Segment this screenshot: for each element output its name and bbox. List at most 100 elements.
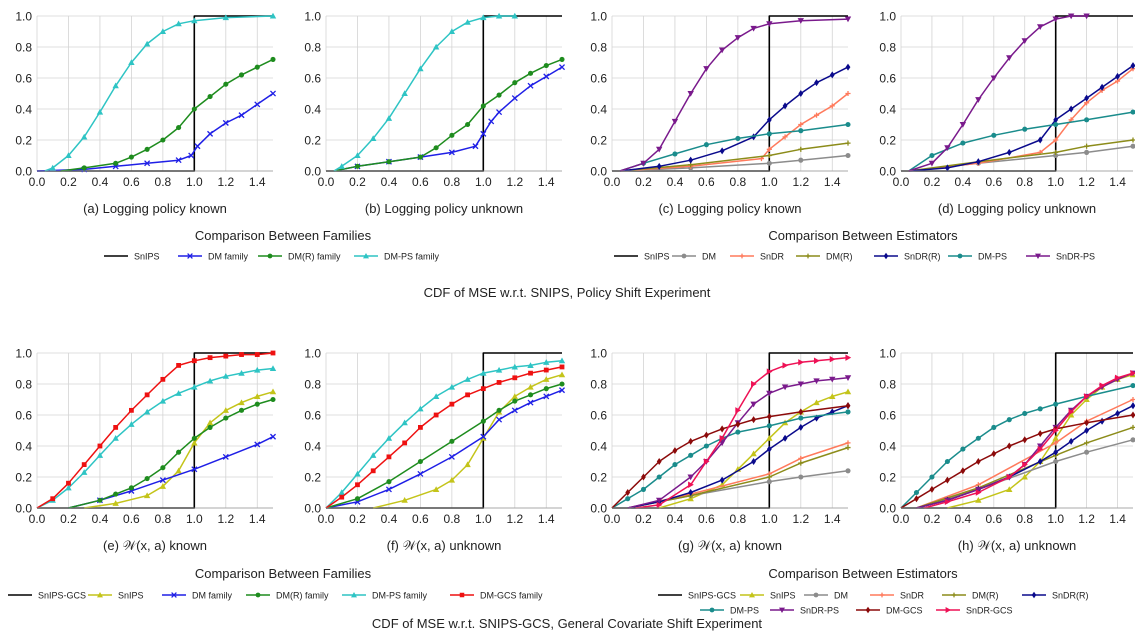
x-tick-label: 0.2 [924,175,941,189]
data-point [270,56,276,62]
data-point [735,429,741,435]
data-point [1053,152,1059,159]
data-point [222,453,229,460]
data-point [913,489,920,496]
data-point [960,467,966,475]
data-point [480,103,486,109]
data-point [1130,109,1135,115]
y-tick-label: 0.0 [304,502,321,516]
data-point [734,35,742,41]
data-point [719,425,725,433]
data-point [798,415,804,421]
panel-caption: (b) Logging policy unknown [365,201,523,216]
y-tick-label: 0.2 [590,134,607,148]
legend-label: DM-PS [978,252,1007,262]
legend-label: SnDR-PS [1056,252,1095,262]
data-point [433,145,439,151]
series-line [325,366,563,509]
x-tick-label: 0.0 [604,175,621,189]
legend-label: DM-PS family [384,252,440,262]
series-dm-ps-family [333,12,518,172]
x-tick-label: 1.0 [186,175,203,189]
data-point [511,393,518,399]
data-point [798,408,804,416]
legend-entry: DM family [162,591,232,601]
data-point [386,159,392,165]
data-point [1084,143,1090,149]
chart-panel-e: 0.0 0.2 0.4 0.6 0.8 1.0 0.0 0.2 0.4 0.6 0.8 1.0 1.2 1… [15,347,277,553]
data-point [719,476,725,484]
data-point [269,433,277,440]
panels: 0.0 0.2 0.4 0.6 0.8 1.0 0.0 0.2 0.4 0.6 0.8 1.0 1.2 1… [15,10,1135,553]
data-point [1021,38,1028,44]
data-point [944,458,950,465]
legend-marker [739,253,745,259]
x-tick-label: 1.0 [475,175,492,189]
data-point [945,476,950,484]
legend-top-right: SnIPS DM SnDR DM(R) SnDR(R) DM-PS SnDR-PS [614,252,1095,262]
y-tick-label: 0.8 [879,378,896,392]
data-point [798,460,804,466]
data-point [269,388,277,395]
data-point [1130,143,1135,149]
x-tick-label: 1.4 [824,175,841,189]
data-point [798,455,804,461]
data-point [512,398,518,404]
data-point [766,423,772,429]
data-point [432,43,440,50]
x-tick-label: 0.4 [381,175,398,189]
data-point [845,121,851,128]
x-tick-label: 1.0 [761,512,778,526]
legend-entry: SnIPS [88,591,144,601]
data-point [719,147,725,155]
data-point [1037,443,1044,450]
chart-panel-d: 0.0 0.2 0.4 0.6 0.8 1.0 0.0 0.2 0.4 0.6 0.8 1.0 1.2 1… [879,10,1135,216]
data-point [480,130,487,137]
data-point [798,128,804,134]
data-point [1083,13,1090,20]
y-tick-label: 0.0 [15,502,32,516]
data-point [528,370,533,376]
data-point [735,420,741,428]
data-point [254,393,261,399]
data-point [386,454,392,460]
data-point [385,115,393,121]
y-tick-label: 0.4 [15,440,32,454]
data-point [432,393,440,399]
data-point [558,357,566,364]
data-point [750,25,757,32]
data-point [1022,436,1028,444]
data-point [1053,137,1059,143]
series-dm-r-family [333,56,565,172]
legend-entry: DM(R) [796,252,853,262]
x-tick-label: 0.4 [92,512,109,526]
data-point [845,409,851,415]
panel-caption: (h) 𝒲(x, a) unknown [958,538,1076,553]
x-tick-label: 0.4 [667,512,684,526]
data-point [798,474,804,480]
y-tick-label: 0.4 [304,440,321,454]
y-tick-label: 0.8 [879,41,896,55]
data-point [813,357,820,364]
series-line [619,123,849,172]
series-sndr-gcs [635,354,852,509]
data-point [1115,409,1120,417]
plot-area [37,16,273,171]
legend-label: DM(R) [826,252,853,262]
legend-label: DM-GCS family [480,591,543,601]
data-point [782,102,788,110]
data-point [49,164,56,171]
series-line [908,15,1087,172]
legend-label: SnDR(R) [1052,591,1089,601]
x-tick-label: 0.0 [29,512,46,526]
data-point [128,154,134,160]
legend-label: SnDR(R) [904,252,941,262]
data-point [527,70,534,76]
data-point [269,90,277,97]
legend-label: DM family [208,252,248,262]
data-point [798,157,804,163]
data-point [143,408,151,415]
data-point [223,415,229,421]
data-point [1084,94,1089,102]
x-tick-label: 1.0 [1047,175,1064,189]
